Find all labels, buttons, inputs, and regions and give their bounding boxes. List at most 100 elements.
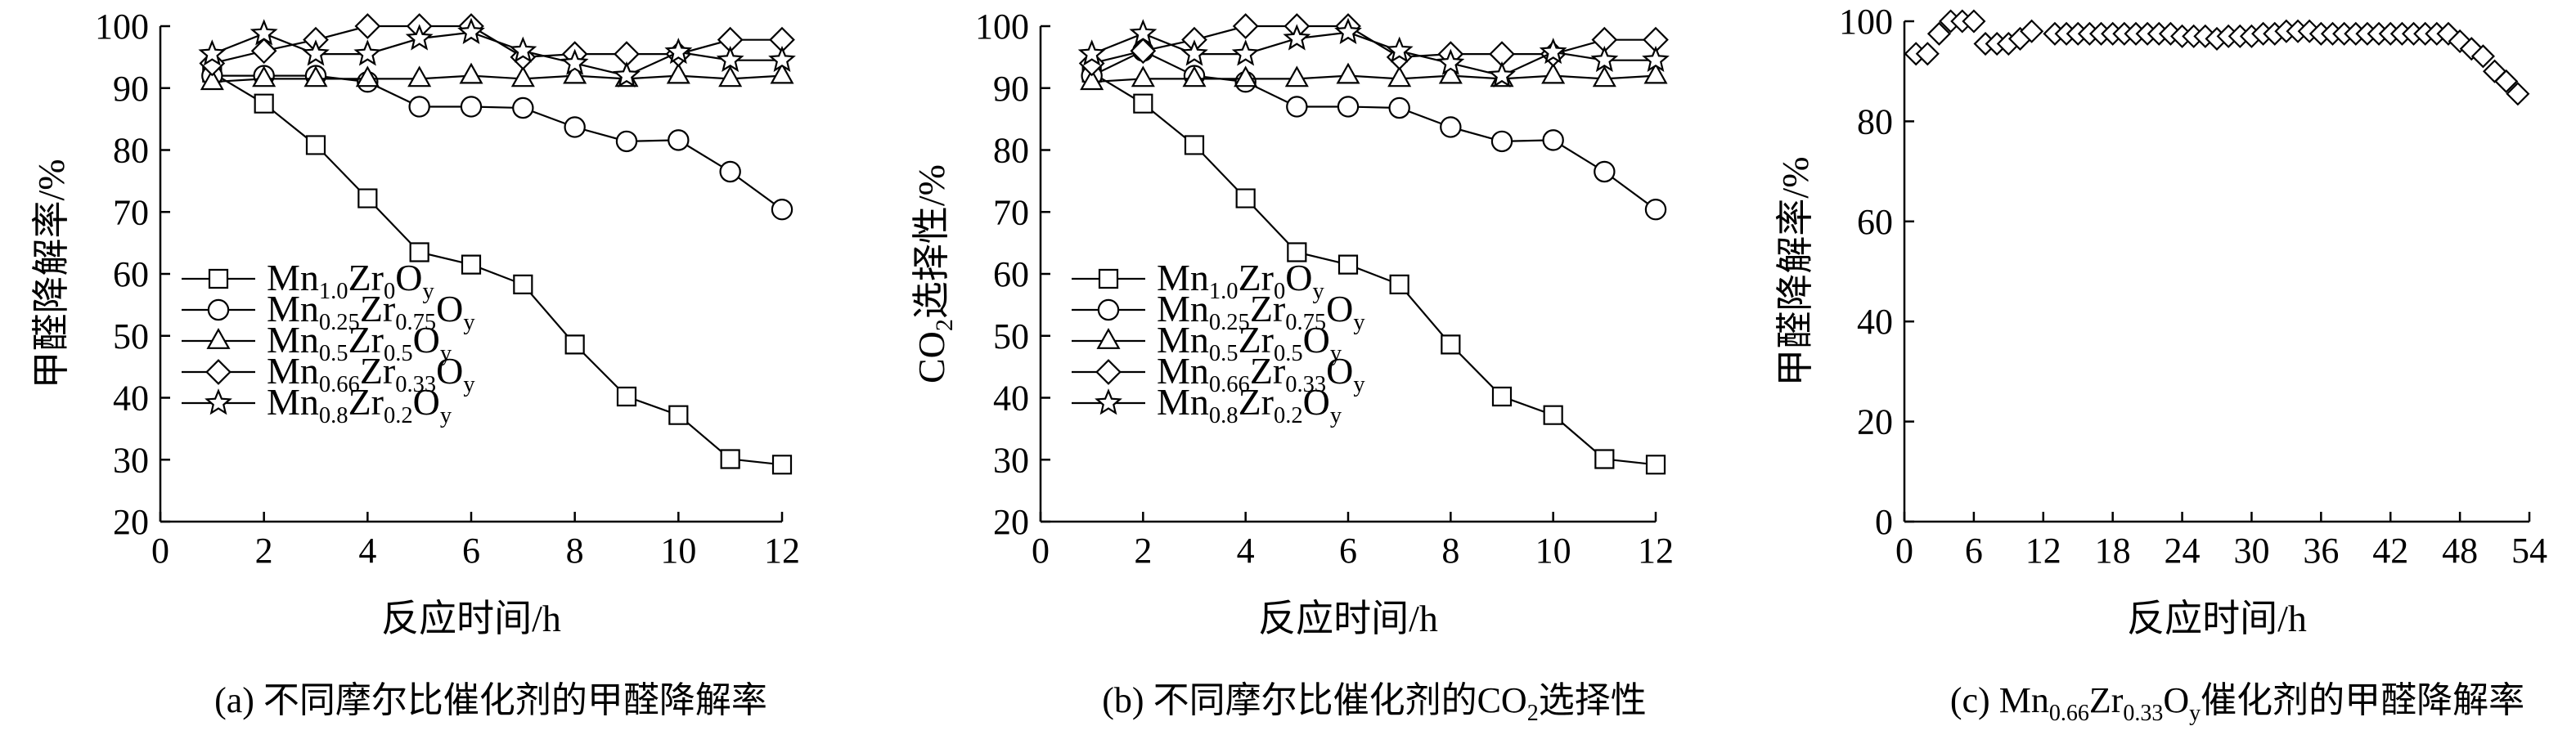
- y-tick-label: 40: [993, 379, 1029, 419]
- data-point: [1182, 65, 1207, 87]
- data-point: [198, 39, 227, 66]
- data-point: [1438, 62, 1463, 84]
- x-tick-label: 24: [2165, 531, 2201, 571]
- data-point: [357, 188, 378, 208]
- data-point: [1642, 45, 1670, 73]
- data-point: [2483, 59, 2507, 83]
- data-point: [405, 24, 434, 51]
- data-point: [771, 199, 793, 221]
- legend: Mn1.0Zr0OyMn0.25Zr0.75OyMn0.5Zr0.5OyMn0.…: [182, 257, 475, 428]
- legend-text-sub: 0.66: [1209, 372, 1250, 397]
- y-tick-label: 50: [993, 316, 1029, 356]
- legend-text-main: Mn: [1157, 319, 1209, 361]
- data-point: [1131, 65, 1155, 87]
- data-point: [1337, 96, 1360, 118]
- x-tick-label: 8: [566, 531, 584, 571]
- legend-text-main: Zr: [1239, 381, 1274, 423]
- data-point: [1592, 65, 1616, 87]
- legend-text-sub: 0: [1274, 279, 1285, 304]
- data-point: [1389, 274, 1409, 294]
- legend-text-sub: y: [1330, 341, 1342, 366]
- data-point: [1234, 65, 1258, 87]
- legend-text-sub: 0.8: [1209, 403, 1239, 428]
- y-tick-label: 40: [113, 379, 149, 419]
- x-tick-label: 12: [2025, 531, 2061, 571]
- data-point: [510, 65, 535, 87]
- legend-text-sub: 0.5: [384, 341, 413, 366]
- data-point: [407, 65, 432, 87]
- legend-text-main: O: [436, 288, 463, 329]
- data-point: [668, 405, 689, 425]
- legend-text-main: Mn: [1157, 257, 1209, 298]
- data-point: [664, 38, 693, 65]
- legend-text-sub: 0.25: [319, 310, 360, 335]
- legend-text-sub: y: [1330, 403, 1342, 428]
- legend-text-sub: y: [1353, 372, 1365, 397]
- data-point: [1594, 449, 1615, 469]
- legend-marker: [1098, 268, 1119, 289]
- data-point: [1336, 62, 1360, 84]
- legend-text-main: O: [413, 319, 440, 361]
- data-point: [200, 69, 224, 91]
- caption-c: (c) Mn0.66Zr0.33Oy催化剂的甲醛降解率: [1949, 680, 2525, 726]
- data-point: [666, 62, 690, 84]
- legend-entry: Mn1.0Zr0Oy: [267, 257, 434, 304]
- data-point: [564, 116, 586, 138]
- data-point: [250, 38, 277, 65]
- legend-text-main: Zr: [1250, 288, 1285, 329]
- legend-text-sub: 1.0: [1209, 279, 1239, 304]
- legend-text-main: Zr: [1239, 257, 1274, 298]
- data-point: [2020, 19, 2044, 43]
- data-point: [1334, 17, 1362, 44]
- y-axis-label-part: 2: [931, 319, 958, 331]
- data-point: [513, 274, 533, 294]
- data-point: [302, 39, 330, 66]
- data-point: [1388, 96, 1410, 119]
- series-line: [1091, 31, 1656, 77]
- data-point: [718, 65, 743, 87]
- data-point: [1231, 39, 1260, 66]
- legend-text-main: O: [395, 257, 422, 298]
- data-point: [564, 334, 585, 355]
- data-point: [615, 130, 638, 153]
- chart-panel-b: 0 2 4 6 8 10 122030405060708090100反应时间/hCO2选择性…: [910, 7, 1674, 639]
- data-point: [354, 13, 381, 39]
- series-line: [1091, 74, 1657, 83]
- y-tick-label: 80: [1857, 101, 1893, 141]
- legend-text-sub: 0.5: [319, 341, 348, 366]
- data-point: [305, 135, 326, 155]
- chart-panel-a: 0 2 4 6 8 10 12 20 30 40 50 60 70 80 90 100 反应时间/h 甲醛降解率/…: [30, 7, 800, 639]
- data-point: [1926, 21, 1951, 46]
- data-point: [1490, 130, 1513, 153]
- data-point: [1337, 254, 1359, 275]
- x-tick-label: 18: [2095, 531, 2131, 571]
- legend-text-main: Zr: [1250, 350, 1285, 392]
- legend-text-main: Zr: [348, 381, 384, 423]
- data-point: [1440, 116, 1462, 138]
- legend-entry: Mn0.5Zr0.5Oy: [1157, 319, 1342, 366]
- y-tick-label: 90: [993, 69, 1029, 109]
- y-tick-label: 30: [113, 440, 149, 480]
- data-point: [355, 65, 380, 87]
- data-point: [668, 129, 690, 151]
- y-tick-label: 80: [993, 131, 1029, 171]
- data-point: [1283, 24, 1311, 51]
- y-tick-label: 20: [993, 502, 1029, 542]
- data-point: [1441, 334, 1461, 355]
- data-point: [2506, 82, 2530, 106]
- y-tick-label: 40: [1857, 302, 1893, 342]
- data-point: [1590, 45, 1619, 73]
- legend-text-main: O: [1303, 381, 1330, 423]
- series-line: [1091, 25, 1656, 65]
- legend-text-main: Zr: [348, 257, 384, 298]
- x-tick-label: 48: [2442, 531, 2478, 571]
- legend-entry: Mn0.25Zr0.75Oy: [1157, 288, 1365, 335]
- data-point: [459, 62, 483, 84]
- legend-text-main: Zr: [360, 288, 395, 329]
- legend-text-sub: 0.75: [395, 310, 436, 335]
- x-tick-label: 6: [1965, 531, 1983, 571]
- x-tick-label: 0: [151, 531, 169, 571]
- legend-text-sub: y: [440, 403, 452, 428]
- legend-entry: Mn0.8Zr0.2Oy: [1157, 381, 1342, 428]
- data-point: [1436, 48, 1465, 75]
